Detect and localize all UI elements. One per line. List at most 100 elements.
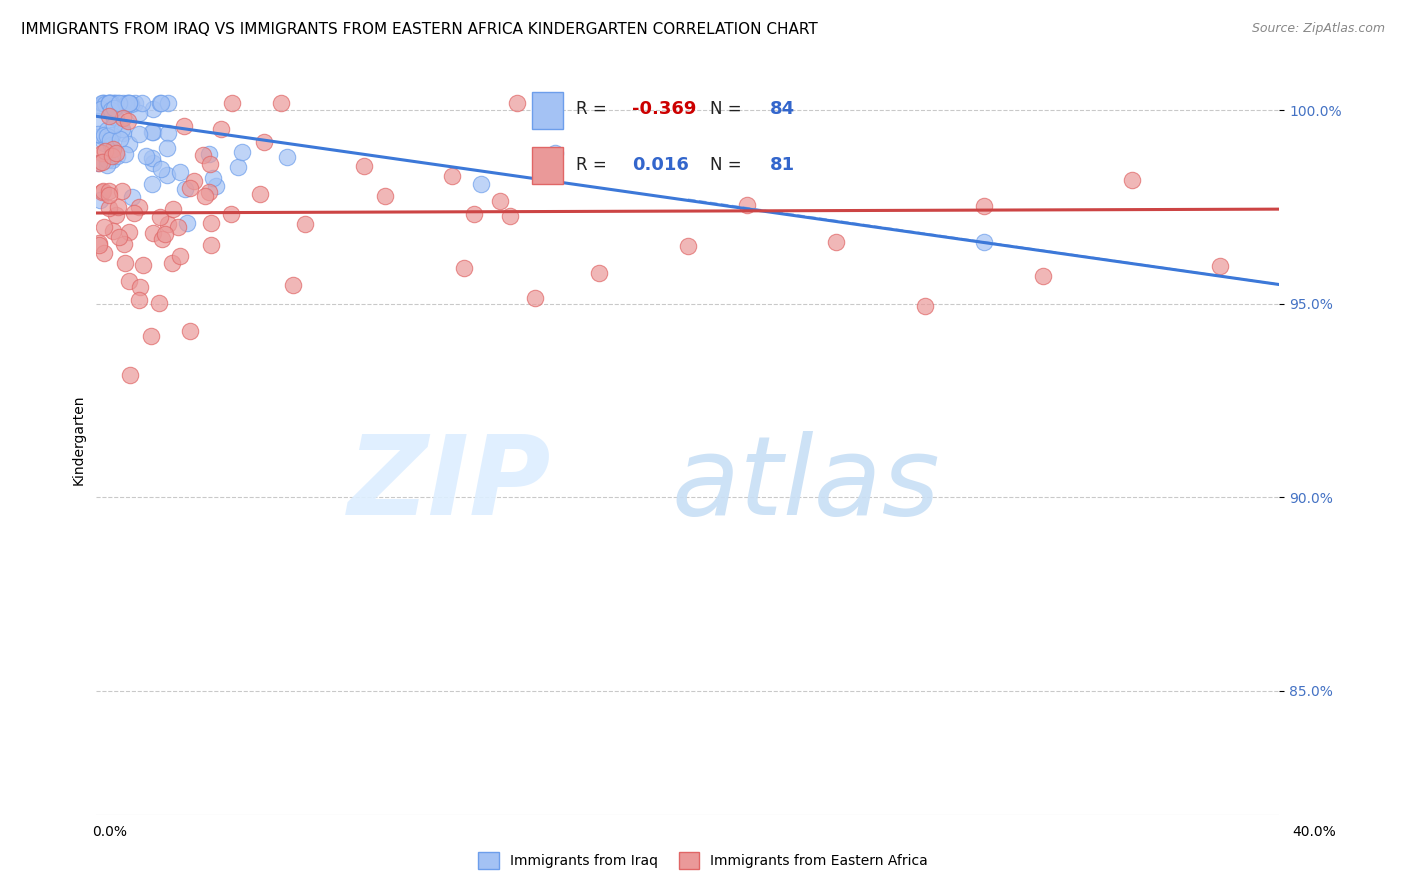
Point <box>94 144 117 158</box>
Point <box>97 201 120 215</box>
Point <box>135 149 157 163</box>
Point <box>105 111 128 125</box>
Text: 0.0%: 0.0% <box>93 825 127 839</box>
Point <box>202 171 225 186</box>
Point <box>219 207 242 221</box>
Point <box>108 132 131 146</box>
Point <box>108 95 131 110</box>
Point <box>97 109 120 123</box>
Point <box>124 95 146 110</box>
Point <box>544 145 567 160</box>
Point <box>107 95 129 110</box>
Point <box>93 128 115 143</box>
Point <box>112 237 135 252</box>
Point <box>89 155 111 169</box>
Point <box>101 153 124 167</box>
Point <box>588 266 610 280</box>
Point <box>488 194 510 208</box>
Point <box>96 129 118 144</box>
Point <box>107 230 129 244</box>
Point <box>270 95 292 110</box>
Point <box>276 150 298 164</box>
Point <box>91 129 114 144</box>
Point <box>252 135 274 149</box>
Point <box>101 142 124 156</box>
Point <box>149 95 172 110</box>
Point <box>166 220 188 235</box>
Point <box>98 184 121 198</box>
Point <box>735 197 758 211</box>
Point <box>128 127 150 141</box>
Point <box>173 119 195 133</box>
Point <box>1209 259 1232 273</box>
Point <box>141 178 163 192</box>
Point <box>98 132 121 146</box>
Point <box>173 182 195 196</box>
Point <box>463 207 485 221</box>
Point <box>281 277 304 292</box>
Point <box>198 147 221 161</box>
Point <box>118 225 141 239</box>
Point <box>157 127 180 141</box>
Point <box>1121 173 1143 187</box>
Point <box>249 186 271 201</box>
Text: Source: ZipAtlas.com: Source: ZipAtlas.com <box>1251 22 1385 36</box>
Point <box>118 95 141 110</box>
Point <box>139 329 162 343</box>
Point <box>104 95 127 110</box>
Point <box>111 122 134 136</box>
Point <box>453 261 475 276</box>
Point <box>169 249 191 263</box>
Point <box>142 125 165 139</box>
Point <box>100 95 122 110</box>
Legend: Immigrants from Iraq, Immigrants from Eastern Africa: Immigrants from Iraq, Immigrants from Ea… <box>472 847 934 874</box>
Point <box>973 199 995 213</box>
Point <box>115 95 138 110</box>
Point <box>150 162 173 177</box>
Point <box>100 103 122 117</box>
Point <box>142 226 165 240</box>
Point <box>103 102 125 116</box>
Point <box>156 95 179 110</box>
Point <box>100 128 122 142</box>
Point <box>104 146 127 161</box>
Point <box>87 101 110 115</box>
Point <box>87 113 110 128</box>
Y-axis label: Kindergarten: Kindergarten <box>72 394 86 484</box>
Point <box>221 95 243 110</box>
Point <box>162 202 184 216</box>
Point <box>100 104 122 119</box>
Point <box>198 156 221 170</box>
Point <box>156 141 179 155</box>
Point <box>90 103 112 117</box>
Point <box>824 235 846 249</box>
Point <box>105 208 128 222</box>
Point <box>104 95 127 110</box>
Point <box>131 95 153 110</box>
Point <box>111 95 134 110</box>
Point <box>101 149 124 163</box>
Point <box>93 136 115 150</box>
Point <box>128 105 150 120</box>
Text: atlas: atlas <box>672 431 941 538</box>
Point <box>194 189 217 203</box>
Point <box>226 160 249 174</box>
Point <box>142 156 165 170</box>
Point <box>1032 268 1054 283</box>
Point <box>91 145 114 160</box>
Point <box>115 96 138 111</box>
Point <box>150 232 173 246</box>
Text: 40.0%: 40.0% <box>1292 825 1337 839</box>
Point <box>107 200 129 214</box>
Point <box>118 137 141 152</box>
Point <box>89 235 111 250</box>
Point <box>160 256 183 270</box>
Point <box>98 95 121 110</box>
Point <box>97 95 120 110</box>
Point <box>118 368 141 382</box>
Point <box>98 95 121 110</box>
Point <box>231 145 253 160</box>
Point <box>198 186 221 200</box>
Point <box>183 174 205 188</box>
Point <box>353 159 375 173</box>
